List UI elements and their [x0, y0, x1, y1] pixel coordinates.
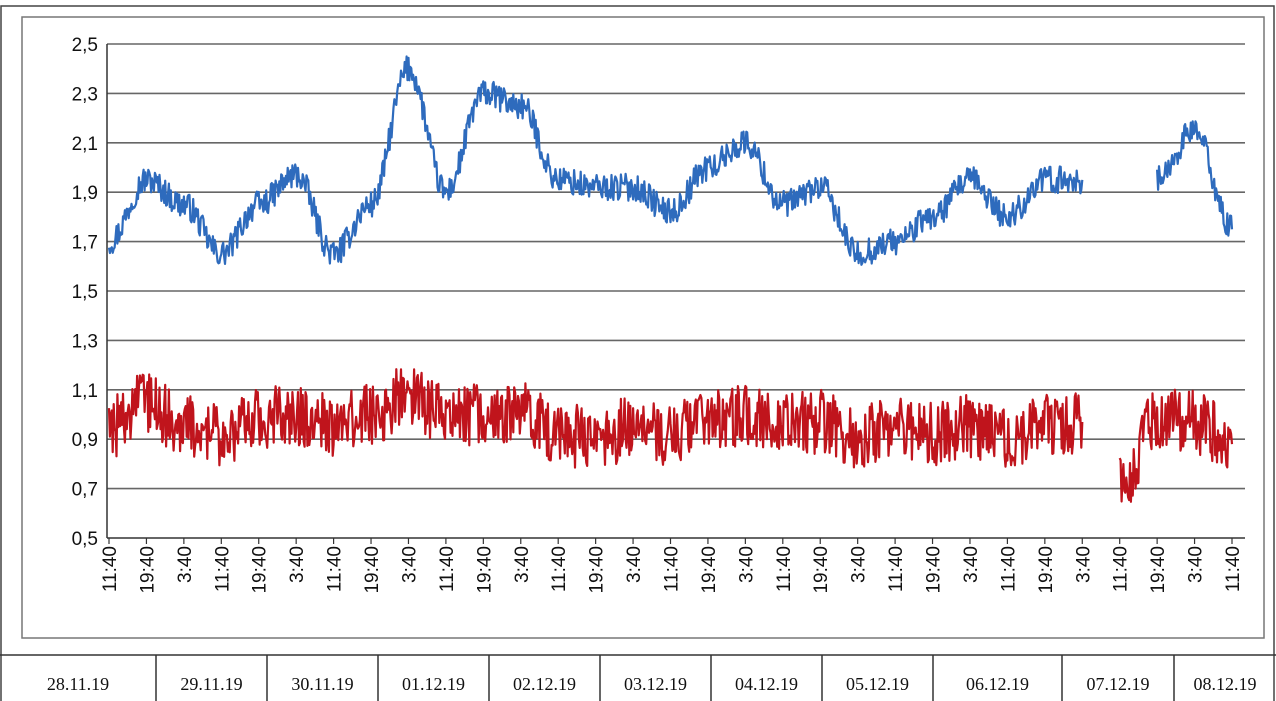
y-tick-label: 0,7 — [72, 480, 98, 501]
x-tick-label: 19:40 — [587, 546, 608, 594]
date-label: 01.12.19 — [402, 674, 465, 694]
date-label: 02.12.19 — [513, 674, 576, 694]
y-tick-label: 1,3 — [72, 331, 98, 352]
x-tick-label: 11:40 — [1111, 546, 1132, 592]
date-label: 06.12.19 — [966, 674, 1029, 694]
x-tick-label: 11:40 — [998, 546, 1019, 592]
x-tick-label: 11:40 — [549, 546, 570, 592]
series-1-line-segment — [107, 55, 1084, 266]
y-tick-label: 2,1 — [72, 134, 98, 155]
x-tick-label: 19:40 — [1036, 546, 1057, 594]
date-label: 05.12.19 — [846, 674, 909, 694]
x-tick-label: 11:40 — [886, 546, 907, 592]
x-tick-label: 3:40 — [624, 546, 645, 583]
x-tick-label: 11:40 — [212, 546, 233, 592]
y-tick-label: 0,5 — [72, 529, 98, 550]
x-tick-label: 11:40 — [100, 546, 121, 592]
x-tick-label: 3:40 — [1073, 546, 1094, 583]
x-axis: 11:40 19:40 3:40 11:40 19:40 3:40 11:40 19:40 3:… — [100, 538, 1244, 594]
x-tick-label: 19:40 — [137, 546, 158, 594]
y-tick-label: 1,7 — [72, 233, 98, 254]
date-label: 30.11.19 — [291, 674, 353, 694]
y-tick-label: 2,5 — [72, 35, 98, 56]
x-tick-label: 3:40 — [287, 546, 308, 583]
plot-frame — [21, 16, 1265, 639]
x-tick-label: 19:40 — [362, 546, 383, 594]
x-tick-label: 11:40 — [774, 546, 795, 592]
series-2-line-segment — [1118, 388, 1234, 503]
x-tick-label: 3:40 — [175, 546, 196, 583]
x-tick-label: 11:40 — [1223, 546, 1244, 592]
y-tick-label: 1,1 — [72, 381, 98, 402]
x-tick-label: 3:40 — [849, 546, 870, 583]
series-layer — [107, 55, 1234, 503]
y-axis: 0,5 0,7 0,9 1,1 1,3 1,5 1,7 1,9 2,1 2,3 2,5 — [72, 35, 108, 550]
series-2-line-segment — [107, 368, 1084, 469]
date-label: 04.12.19 — [735, 674, 798, 694]
x-tick-label: 19:40 — [924, 546, 945, 594]
x-tick-label: 3:40 — [512, 546, 533, 583]
x-tick-label: 3:40 — [1186, 546, 1207, 583]
date-label: 29.11.19 — [180, 674, 242, 694]
date-label: 03.12.19 — [624, 674, 687, 694]
x-tick-label: 11:40 — [437, 546, 458, 592]
x-tick-label: 3:40 — [399, 546, 420, 583]
x-tick-label: 19:40 — [474, 546, 495, 594]
date-label: 07.12.19 — [1087, 674, 1150, 694]
date-label: 28.11.19 — [47, 674, 109, 694]
y-tick-label: 1,9 — [72, 183, 98, 204]
x-tick-label: 3:40 — [961, 546, 982, 583]
x-tick-label: 19:40 — [250, 546, 271, 594]
y-tick-label: 0,9 — [72, 430, 98, 451]
x-tick-label: 11:40 — [325, 546, 346, 592]
x-tick-label: 11:40 — [662, 546, 683, 592]
x-tick-label: 19:40 — [699, 546, 720, 594]
date-label: 08.12.19 — [1194, 674, 1257, 694]
y-tick-label: 1,5 — [72, 282, 98, 303]
x-tick-label: 19:40 — [811, 546, 832, 594]
series-1-line-segment — [1156, 120, 1234, 237]
y-tick-label: 2,3 — [72, 84, 98, 105]
date-row: 28.11.19 29.11.19 30.11.19 01.12.19 02.12.19… — [47, 655, 1257, 701]
x-tick-label: 3:40 — [736, 546, 757, 583]
x-tick-label: 19:40 — [1148, 546, 1169, 594]
